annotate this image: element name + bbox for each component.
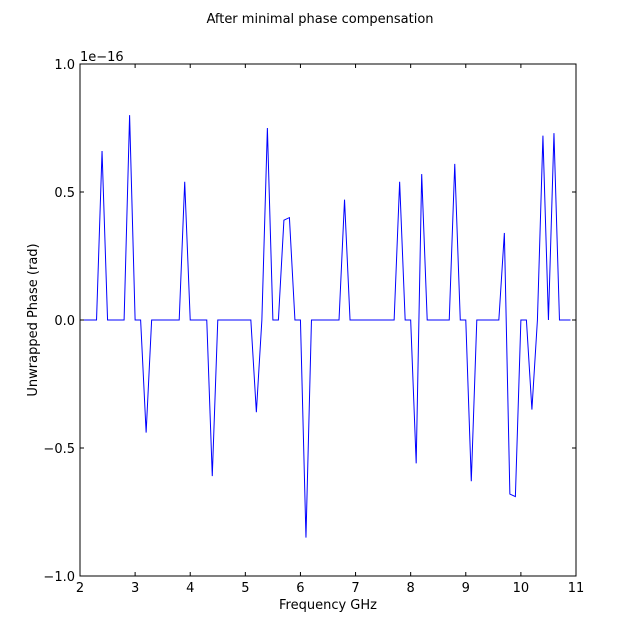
x-tick-label: 6: [296, 581, 304, 596]
chart-title: After minimal phase compensation: [206, 12, 433, 27]
y-axis-label: Unwrapped Phase (rad): [26, 243, 41, 396]
x-tick-label: 7: [351, 581, 359, 596]
x-axis-label: Frequency GHz: [279, 598, 377, 613]
x-tick-label: 4: [186, 581, 194, 596]
plot-area: 2 3 4 5 6 7 8 9 10 11 −1.0 −0.5 0.0 0.5 1.0: [43, 58, 584, 596]
series-line-0: [80, 115, 571, 538]
y-tick-label: 1.0: [54, 58, 75, 73]
x-tick-label: 5: [241, 581, 249, 596]
x-tick-label: 11: [568, 581, 585, 596]
x-tick-label: 10: [513, 581, 530, 596]
x-tick-label: 8: [407, 581, 415, 596]
y-tick-label: 0.0: [54, 314, 75, 329]
x-tick-label: 9: [462, 581, 470, 596]
y-tick-label: 0.5: [54, 186, 75, 201]
x-tick-label: 2: [76, 581, 84, 596]
x-tick-label: 3: [131, 581, 139, 596]
y-tick-label: −1.0: [43, 570, 75, 585]
y-tick-label: −0.5: [43, 442, 75, 457]
y-axis-offset-label: 1e−16: [80, 50, 124, 65]
